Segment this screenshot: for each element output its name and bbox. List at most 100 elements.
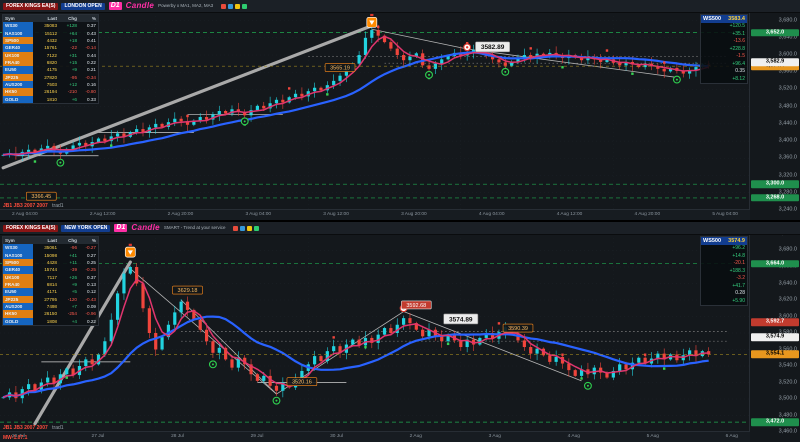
- watchlist-row[interactable]: AUS200 7503 +12 0.16: [3, 81, 98, 89]
- indicator-icon[interactable]: [247, 225, 253, 231]
- candlestick: [459, 340, 463, 348]
- candlestick: [446, 55, 450, 60]
- sell-signal-icon: [465, 42, 469, 45]
- price-label: 3574.89: [443, 313, 479, 325]
- watchlist-row[interactable]: AUS200 7498 +7 0.09: [3, 303, 98, 311]
- time-tick-label: 28 Jul: [171, 433, 184, 439]
- watchlist-symbol: HK50: [3, 88, 33, 96]
- price-label: 3366.45: [26, 191, 57, 201]
- session-button[interactable]: NEW YORK OPEN: [61, 224, 111, 232]
- candlestick: [262, 375, 266, 381]
- price-tick-label: 3,640.0: [778, 279, 797, 286]
- price-chart-svg[interactable]: 3582.89 3565.19 3366.45: [0, 12, 750, 210]
- indicator-icon[interactable]: [254, 225, 260, 231]
- indicator-icon[interactable]: [240, 225, 246, 231]
- watchlist-row[interactable]: EU50 4171 +5 0.12: [3, 288, 98, 296]
- watchlist-header-cell: Last: [33, 237, 59, 245]
- watchlist-row[interactable]: JP225 27795 -120 -0.43: [3, 295, 98, 304]
- watchlist-row[interactable]: NAS100 15098 +41 0.27: [3, 251, 98, 260]
- price-tick-label: 3,680.0: [778, 16, 797, 23]
- period-buttons-text[interactable]: JB1 JB3 2007 2007: [3, 203, 48, 209]
- session-button[interactable]: FOREX KINGS EA(S): [3, 2, 59, 10]
- price-tick-label: 3,480.0: [778, 411, 797, 418]
- watchlist-symbol: FRA40: [3, 281, 33, 289]
- chart-area[interactable]: 3629.18 3520.16 3574.89 3590.39 3592.68 Sym L…: [0, 234, 750, 432]
- sell-signal-icon: [332, 336, 335, 339]
- candlestick: [440, 59, 444, 64]
- indicator-icon[interactable]: [242, 3, 248, 9]
- candlestick: [179, 301, 183, 313]
- time-tick-label: 30 Jul: [330, 433, 343, 439]
- candlestick: [478, 337, 482, 345]
- session-button[interactable]: LONDON OPEN: [61, 2, 105, 10]
- price-axis[interactable]: 3,700.03,680.03,660.03,640.03,620.03,600…: [749, 231, 800, 434]
- candlestick: [236, 357, 240, 368]
- quote-panel[interactable]: WS500 3583.4 +120.5 +35.1 -13.6 +228.8 -1.5 +…: [700, 14, 748, 84]
- indicator-icon[interactable]: [233, 225, 239, 231]
- alert-icon: [124, 243, 136, 258]
- quote-value: +41.7: [732, 282, 745, 289]
- watchlist-percent: 0.13: [87, 282, 96, 288]
- time-tick-label: 3 Aug 20:00: [401, 211, 427, 217]
- watchlist-row[interactable]: WS30 35083 +128 0.37: [3, 22, 98, 30]
- watchlist[interactable]: Sym Last Chg% WS30 35083 +128 0.37 NAS100 15112 +…: [2, 14, 99, 105]
- watchlist-row[interactable]: WS30 35061 -96 -0.27: [3, 244, 98, 252]
- candlestick: [27, 149, 31, 152]
- candlestick: [592, 367, 596, 375]
- watchlist-row[interactable]: GER40 15744 -39 -0.25: [3, 266, 98, 274]
- quote-rows: +96.2 +14.8 -20.1 +188.3 -3.2 +41.7 0.28 +5.90: [701, 245, 747, 305]
- candlestick: [382, 328, 387, 335]
- candlestick: [27, 384, 31, 390]
- price-tick-label: 3,500.0: [778, 395, 797, 402]
- watchlist-row[interactable]: GOLD 1808 +4 0.22: [3, 317, 98, 326]
- indicator-icon[interactable]: [221, 3, 227, 9]
- quote-value: +188.3: [729, 267, 745, 274]
- watchlist-last: 26150: [44, 311, 57, 317]
- candlestick: [694, 350, 698, 357]
- time-axis[interactable]: 26 Jul 27 Jul 28 Jul 29 Jul 30 Jul 2 Aug 3 Aug…: [0, 431, 750, 442]
- price-axis[interactable]: 3,680.0 3,640.0 3,600.0 3,560.0 3,520.0 3,480…: [749, 12, 800, 212]
- indicator-icon[interactable]: [228, 3, 234, 9]
- app-logo: Candle: [131, 223, 160, 232]
- watchlist-row[interactable]: NAS100 15112 +64 0.43: [3, 29, 98, 38]
- time-axis[interactable]: 2 Aug 04:00 2 Aug 12:00 2 Aug 20:00 3 Aug 0…: [0, 209, 750, 220]
- candlestick: [688, 70, 692, 74]
- watchlist[interactable]: Sym Last Chg% WS30 35061 -96 -0.27 NAS100 15098 +…: [2, 236, 99, 327]
- watchlist-percent: -0.34: [85, 74, 96, 80]
- time-tick-label: 4 Aug 12:00: [556, 211, 583, 217]
- quote-value: +96.4: [732, 60, 745, 67]
- period-buttons-text[interactable]: JB1 JB3 2007 2007: [3, 425, 48, 431]
- watchlist-last: 1808: [46, 318, 57, 324]
- price-tick-label: 3,320.0: [778, 171, 797, 178]
- candlestick: [103, 138, 107, 142]
- candlestick: [147, 308, 151, 333]
- watchlist-row[interactable]: FRA40 6814 +9 0.13: [3, 281, 98, 289]
- quote-value: -13.6: [733, 38, 745, 44]
- watchlist-row[interactable]: UK100 7117 +26 0.37: [3, 273, 98, 282]
- watchlist-row[interactable]: EU50 4175 +9 0.21: [3, 66, 98, 74]
- watchlist-row[interactable]: SP500 4432 +18 0.41: [3, 37, 98, 45]
- watchlist-row[interactable]: SP500 4428 +11 0.25: [3, 259, 98, 267]
- price-tick-label: 3,640.0: [778, 34, 797, 41]
- watchlist-row[interactable]: HK50 26194 -210 -0.80: [3, 88, 98, 96]
- watchlist-row[interactable]: HK50 26150 -254 -0.96: [3, 310, 98, 318]
- candlestick: [529, 347, 533, 354]
- candlestick: [325, 351, 329, 362]
- price-chart-svg[interactable]: 3629.18 3520.16 3574.89 3590.39 3592.68: [0, 234, 750, 432]
- candlestick: [662, 68, 666, 72]
- panel-separator: [0, 220, 800, 222]
- candlestick: [611, 370, 615, 378]
- watchlist-row[interactable]: GOLD 1810 +6 0.33: [3, 95, 98, 104]
- watchlist-row[interactable]: UK100 7122 +31 0.44: [3, 51, 98, 60]
- session-button[interactable]: FOREX KINGS EA(S): [3, 224, 59, 232]
- indicator-icon[interactable]: [235, 3, 241, 9]
- watchlist-symbol: UK100: [3, 273, 33, 282]
- watchlist-row[interactable]: FRA40 6820 +15 0.22: [3, 59, 98, 67]
- chart-area[interactable]: 3582.89 3565.19 3366.45 Sym Last Chg% WS30 350…: [0, 12, 750, 210]
- price-tick-label: 3,600.0: [778, 51, 797, 58]
- watchlist-row[interactable]: JP225 27820 -95 -0.34: [3, 73, 98, 82]
- watchlist-row[interactable]: GER40 15761 -22 -0.14: [3, 44, 98, 52]
- slow-ma-line: [2, 315, 709, 399]
- quote-value: 0.35: [735, 68, 745, 74]
- quote-panel[interactable]: WS500 3574.9 +96.2 +14.8 -20.1 +188.3 -3.2 +4…: [700, 236, 748, 306]
